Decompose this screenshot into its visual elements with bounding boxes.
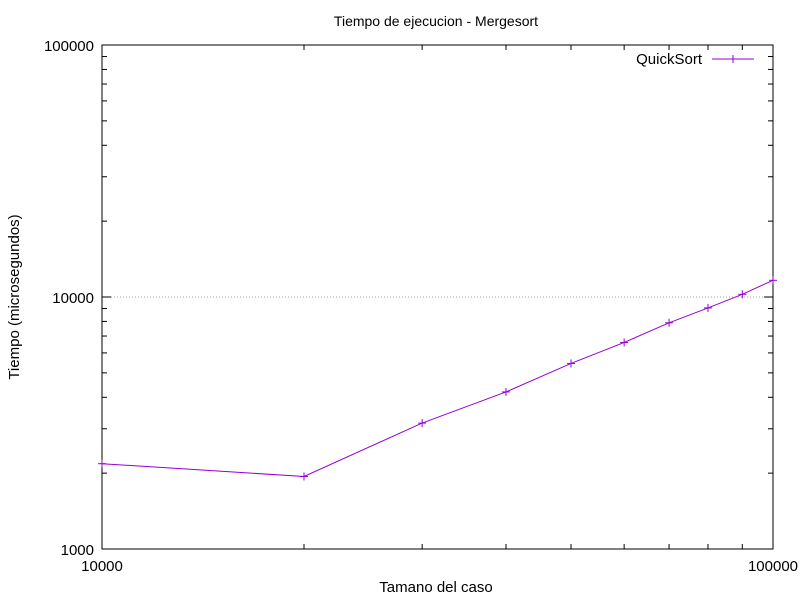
y-tick-label: 100000 [44,38,94,55]
y-tick-label: 1000 [61,542,94,559]
data-point [665,318,674,327]
x-tick-label: 100000 [748,558,798,575]
data-point [703,303,712,312]
data-point [769,276,777,285]
y-tick-label: 10000 [52,290,94,307]
plot-frame [101,44,774,550]
legend: QuickSort [636,51,754,68]
series-line [101,279,774,477]
x-tick-label: 10000 [81,558,123,575]
data-point [418,419,427,428]
data-point [299,472,308,481]
y-axis-label: Tiempo (microsegundos) [6,214,23,379]
legend-marker [729,55,737,63]
x-axis-label: Tamano del caso [379,579,492,596]
data-point [620,338,629,347]
series-layer [98,276,777,481]
data-point [98,459,106,468]
chart-title: Tiempo de ejecucion - Mergesort [334,13,538,29]
data-point [738,290,747,299]
legend-label: QuickSort [636,51,703,68]
data-point [567,359,576,368]
data-point [501,387,510,396]
